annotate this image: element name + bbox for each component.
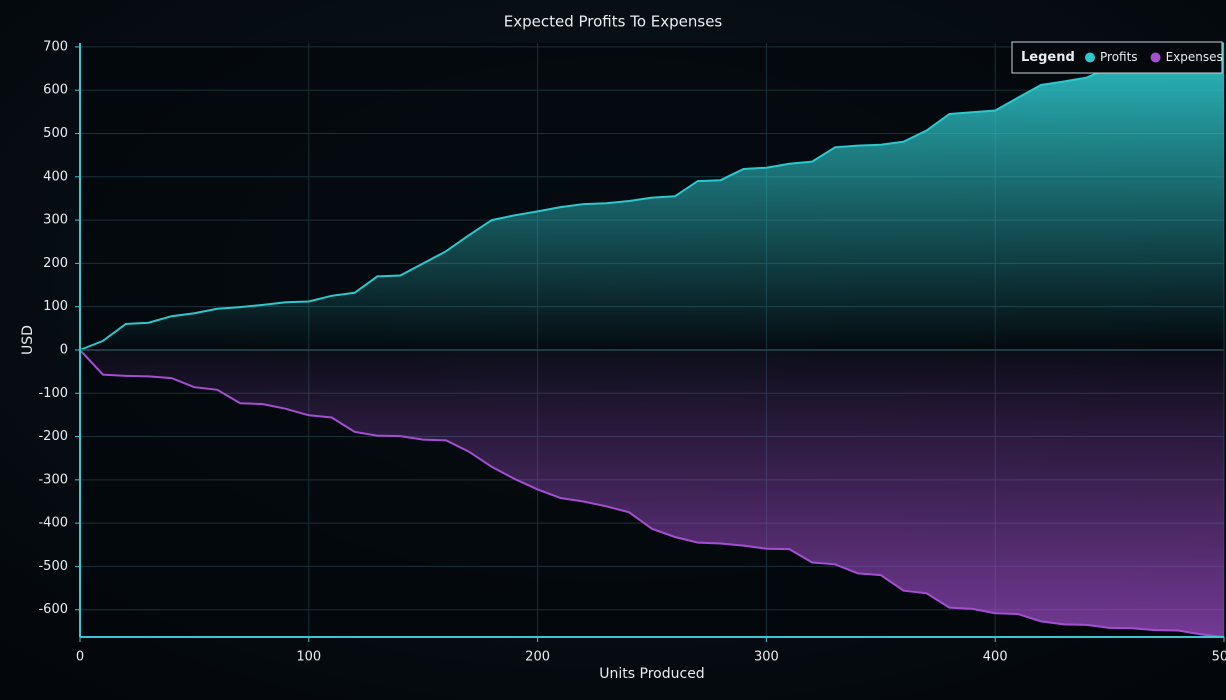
- line: [79, 42, 1225, 351]
- legend-marker: [1085, 52, 1095, 63]
- y-tick-label: 200: [43, 256, 68, 271]
- y-tick-label: -400: [38, 516, 68, 531]
- x-tick-label: 0: [76, 650, 84, 665]
- y-axis-label: USD: [20, 325, 36, 355]
- y-tick-label: -100: [38, 386, 68, 401]
- area: [80, 43, 1224, 351]
- y-tick-label: -200: [38, 429, 68, 444]
- y-tick-label: 0: [60, 342, 68, 357]
- line: [79, 349, 1225, 638]
- legend-marker: [1150, 52, 1161, 63]
- y-tick-label: 600: [43, 83, 68, 98]
- y-tick-label: -300: [38, 472, 68, 487]
- x-axis-label: Units Produced: [599, 666, 704, 682]
- x-tick-label: 100: [296, 650, 321, 665]
- legend-title: Legend: [1021, 50, 1075, 65]
- y-tick-label: 100: [43, 299, 68, 314]
- x-tick-label: 200: [525, 650, 550, 665]
- x-tick-label: 300: [754, 650, 779, 665]
- legend-label: Expenses: [1166, 50, 1223, 64]
- y-tick-label: -600: [38, 602, 68, 617]
- y-tick-label: -500: [38, 559, 68, 574]
- y-tick-label: 400: [43, 169, 68, 184]
- x-tick-label: 500: [1212, 650, 1226, 665]
- legend-label: Profits: [1100, 50, 1138, 64]
- y-tick-label: 300: [43, 213, 68, 228]
- area: [80, 349, 1224, 637]
- x-tick-label: 400: [983, 650, 1008, 665]
- y-tick-label: 700: [43, 39, 68, 54]
- y-tick-label: 500: [43, 126, 68, 141]
- chart-title: Expected Profits To Expenses: [504, 13, 723, 31]
- legend-box: [1011, 41, 1223, 74]
